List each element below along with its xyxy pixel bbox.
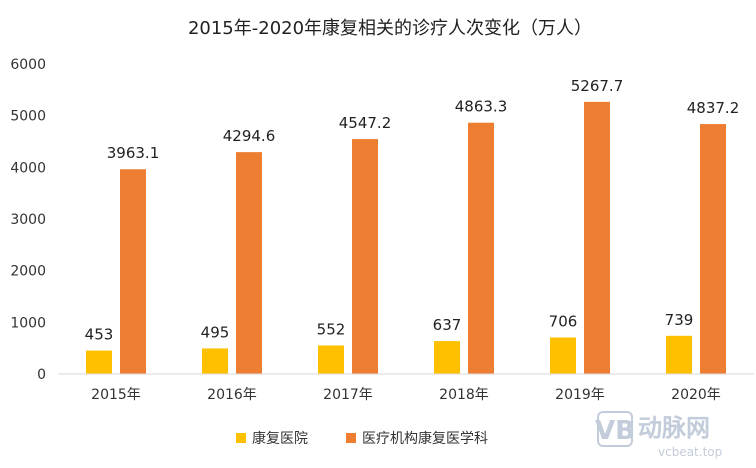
y-tick-label: 0 <box>37 367 46 383</box>
x-tick-label: 2017年 <box>323 387 373 403</box>
bar-rehab-department <box>584 101 610 374</box>
data-label: 495 <box>201 323 230 341</box>
bar-rehab-hospital <box>434 341 460 374</box>
y-axis: 0 1000 2000 3000 4000 5000 6000 <box>10 57 46 383</box>
data-label: 3963.1 <box>107 144 160 162</box>
data-label: 706 <box>549 313 578 331</box>
chart-title: 2015年-2020年康复相关的诊疗人次变化（万人） <box>188 18 592 39</box>
bar-rehab-department <box>236 152 262 374</box>
legend-label: 医疗机构康复医学科 <box>362 430 488 447</box>
data-label: 637 <box>433 316 462 334</box>
y-tick-label: 2000 <box>10 264 46 280</box>
bar-rehab-department <box>700 124 726 374</box>
y-tick-label: 3000 <box>10 212 46 228</box>
data-label: 739 <box>665 311 694 329</box>
watermark-url: vcbeat.top <box>658 445 722 459</box>
watermark-brand: 动脉网 <box>638 414 710 442</box>
x-tick-label: 2019年 <box>555 387 605 403</box>
x-tick-label: 2018年 <box>439 387 489 403</box>
bar-rehab-hospital <box>202 348 228 374</box>
x-tick-label: 2015年 <box>91 387 141 403</box>
data-label: 552 <box>317 320 346 338</box>
y-tick-label: 6000 <box>10 57 46 73</box>
bar-rehab-department <box>352 139 378 374</box>
bar-rehab-hospital <box>318 345 344 374</box>
y-tick-label: 5000 <box>10 109 46 125</box>
data-label: 4547.2 <box>339 114 392 132</box>
bar-series <box>86 101 726 375</box>
bar-rehab-department <box>120 169 146 374</box>
x-axis: 2015年 2016年 2017年 2018年 2019年 2020年 <box>58 373 754 403</box>
bar-rehab-hospital <box>86 350 112 374</box>
data-labels: 453 3963.1 495 4294.6 552 4547.2 637 4863.3 706 5… <box>85 77 740 344</box>
data-label: 4837.2 <box>687 99 740 117</box>
y-tick-label: 4000 <box>10 160 46 176</box>
data-label: 4294.6 <box>223 127 276 145</box>
bar-rehab-department <box>468 122 494 375</box>
data-label: 4863.3 <box>455 98 508 116</box>
bar-rehab-hospital <box>550 337 576 374</box>
legend-swatch <box>236 433 246 443</box>
bar-rehab-hospital <box>666 335 692 374</box>
legend-swatch <box>346 433 356 443</box>
x-tick-label: 2016年 <box>207 387 257 403</box>
watermark-logo: VB 动脉网 vcbeat.top <box>595 411 722 459</box>
watermark-mark: VB <box>595 416 635 446</box>
legend: 康复医院 医疗机构康复医学科 <box>236 430 488 447</box>
data-label: 5267.7 <box>571 77 624 95</box>
data-label: 453 <box>85 326 114 344</box>
legend-label: 康复医院 <box>252 430 308 447</box>
y-tick-label: 1000 <box>10 315 46 331</box>
x-tick-label: 2020年 <box>671 387 721 403</box>
